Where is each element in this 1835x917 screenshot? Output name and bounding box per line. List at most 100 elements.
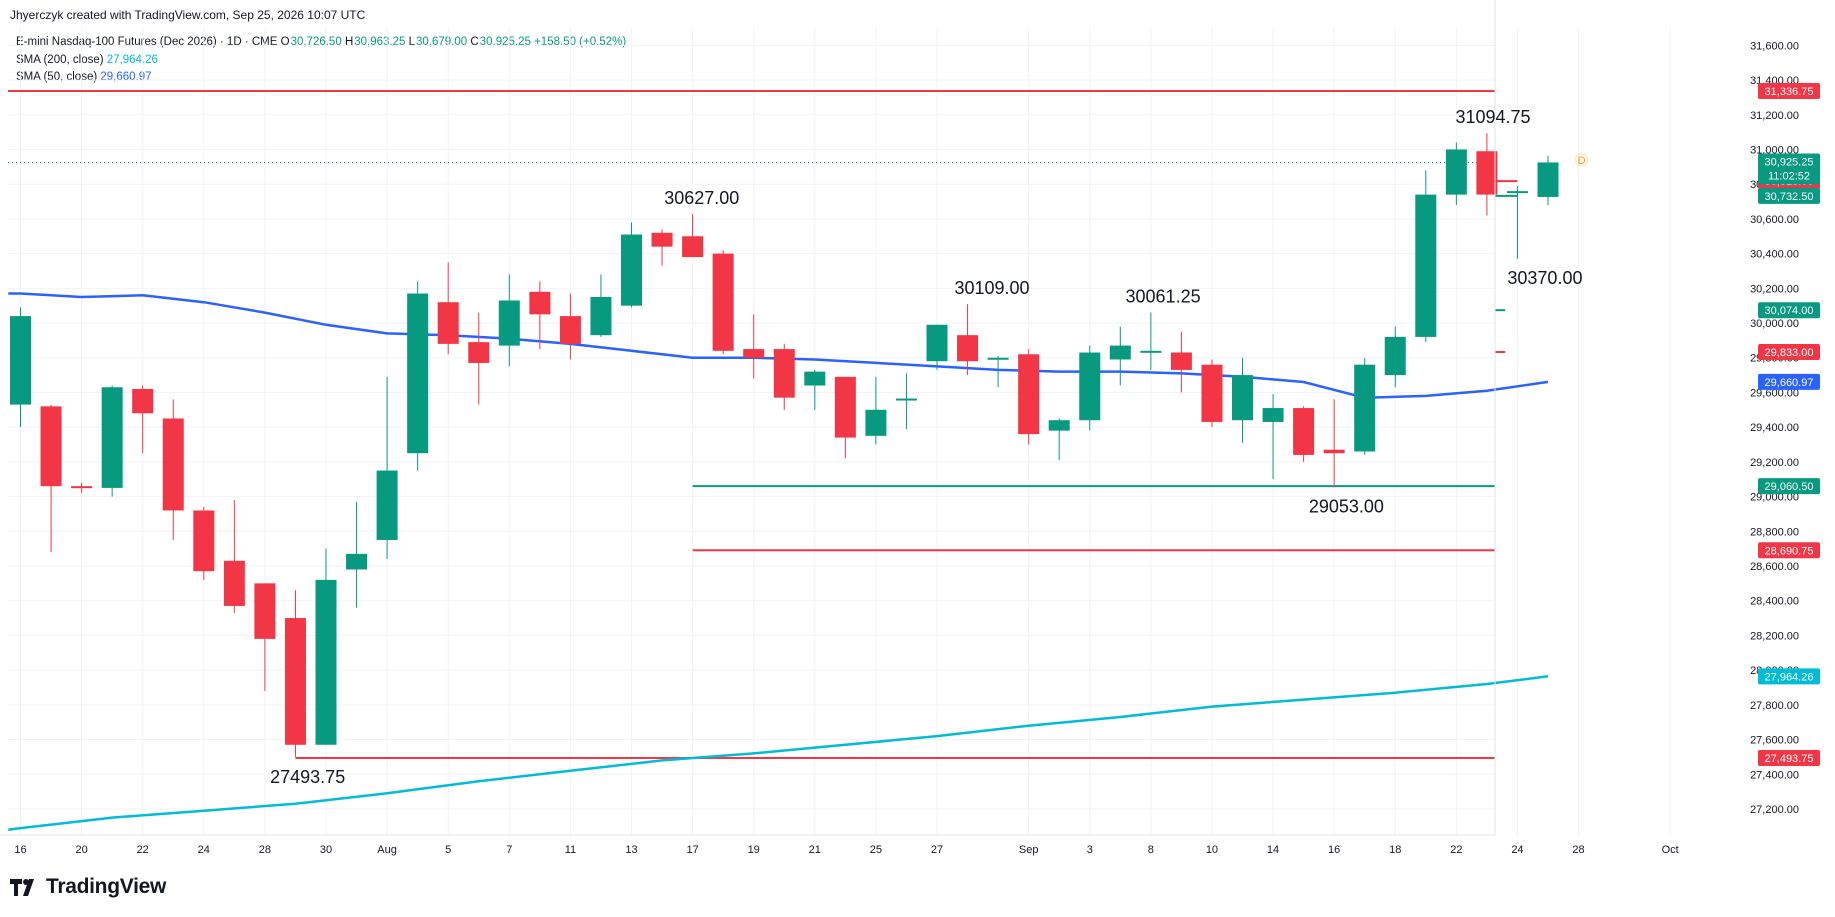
date-tick-label: 16 <box>14 844 26 856</box>
sma50-price-tag-bg <box>1758 373 1820 390</box>
date-tick-label: 28 <box>259 844 271 856</box>
date-tick-label: 21 <box>809 844 821 856</box>
candle-body <box>101 387 123 488</box>
dividend-marker-ring <box>1575 153 1589 167</box>
candle <box>987 356 1009 388</box>
candle-body <box>712 253 734 351</box>
candle-body <box>284 618 306 745</box>
date-tick-label: 20 <box>75 844 87 856</box>
axes: 27,200.0027,400.0027,600.0027,800.0028,0… <box>0 0 1820 856</box>
date-tick-label: 22 <box>137 844 149 856</box>
candle-body <box>10 316 31 405</box>
candle <box>1323 399 1345 488</box>
candle <box>1445 142 1467 206</box>
horizontal-levels <box>8 90 1518 759</box>
candle-body <box>1232 375 1253 421</box>
candle-body <box>1537 162 1559 197</box>
date-tick-label: 14 <box>1267 844 1279 856</box>
level-price-tag-bg <box>1758 542 1820 559</box>
candle <box>559 293 581 360</box>
candle-body <box>1262 408 1284 422</box>
price-tick-label: 27,400.00 <box>1750 769 1799 781</box>
date-tick-label: 10 <box>1206 844 1218 856</box>
candle-body <box>1109 345 1131 360</box>
price-tick-label: 28,400.00 <box>1750 596 1799 608</box>
candle <box>1232 357 1253 443</box>
candle-body <box>773 349 795 398</box>
candle-body <box>559 316 581 344</box>
date-tick-label: 24 <box>198 844 210 856</box>
level-price-tag: 29,833.00 <box>1765 347 1814 359</box>
price-tick-label: 30,200.00 <box>1750 283 1799 295</box>
date-tick-label: 30 <box>320 844 332 856</box>
level-price-tag: 30,732.50 <box>1765 191 1814 203</box>
dividend-marker: D <box>1578 155 1586 167</box>
date-tick-label: 5 <box>445 844 451 856</box>
close-label: C <box>470 36 479 48</box>
candle-body <box>162 418 184 511</box>
candle <box>682 214 704 258</box>
candle <box>834 376 856 459</box>
candle <box>162 399 184 540</box>
candle <box>468 312 490 405</box>
level-price-tag-bg <box>1758 344 1820 361</box>
candle-body <box>1170 352 1192 370</box>
candle-body <box>315 579 337 745</box>
date-tick-label: Aug <box>377 844 397 856</box>
candle-body <box>957 335 979 362</box>
candle <box>1079 345 1101 431</box>
candle <box>1048 418 1070 461</box>
candle-body <box>223 560 245 606</box>
candle-body <box>590 297 612 336</box>
candle <box>621 222 642 308</box>
candle-body <box>529 291 551 315</box>
candle <box>1109 326 1131 386</box>
candle-body <box>743 349 765 358</box>
level-price-tag: 29,060.50 <box>1765 481 1814 493</box>
low-label: L <box>408 36 416 48</box>
tradingview-logo[interactable]: TradingView <box>10 875 166 899</box>
date-tick-label: 24 <box>1511 844 1523 856</box>
price-annotation: 29053.00 <box>1309 496 1384 516</box>
price-tick-label: 30,600.00 <box>1750 214 1799 226</box>
tradingview-logo-text: TradingView <box>46 875 167 898</box>
candle <box>40 404 62 553</box>
sma50-price-tag: 29,660.97 <box>1765 377 1814 389</box>
candle-body <box>1323 449 1345 454</box>
candle <box>1537 155 1559 206</box>
date-tick-label: 7 <box>506 844 512 856</box>
price-tick-label: 31,600.00 <box>1750 40 1799 52</box>
price-annotation: 30370.00 <box>1507 268 1582 288</box>
tradingview-logo-icon <box>10 878 34 896</box>
candle <box>865 376 887 445</box>
candle-body <box>132 388 154 414</box>
candle <box>407 281 429 471</box>
price-chart[interactable]: D 31094.75 30627.00 30109.00 30061.25 30370.0… <box>0 0 1835 870</box>
candle <box>590 274 612 337</box>
date-tick-label: 8 <box>1148 844 1154 856</box>
candle <box>1506 185 1528 259</box>
price-tick-label: 30,000.00 <box>1750 318 1799 330</box>
candle <box>193 506 215 580</box>
date-tick-label: 11 <box>565 844 576 856</box>
candle-body <box>376 470 398 540</box>
price-tick-label: 29,200.00 <box>1750 457 1799 469</box>
price-annotation: 30109.00 <box>954 278 1029 298</box>
candle-body <box>437 302 459 344</box>
price-annotation: 30627.00 <box>664 188 739 208</box>
candle-body <box>193 510 215 572</box>
candle <box>101 385 123 497</box>
candle-body <box>407 293 429 454</box>
candles <box>10 133 1559 757</box>
price-annotation: 31094.75 <box>1455 107 1530 127</box>
sma200-price-tag-bg <box>1758 668 1820 685</box>
candle-body <box>1476 151 1498 195</box>
candle-body <box>1201 364 1223 422</box>
candle-body <box>1506 191 1528 194</box>
candle-body <box>1048 420 1070 431</box>
date-tick-label: 27 <box>931 844 943 856</box>
candle-body <box>1293 408 1315 455</box>
level-price-tag: 31,336.75 <box>1765 86 1814 98</box>
date-tick-label: 17 <box>686 844 698 856</box>
price-tick-label: 28,200.00 <box>1750 630 1799 642</box>
